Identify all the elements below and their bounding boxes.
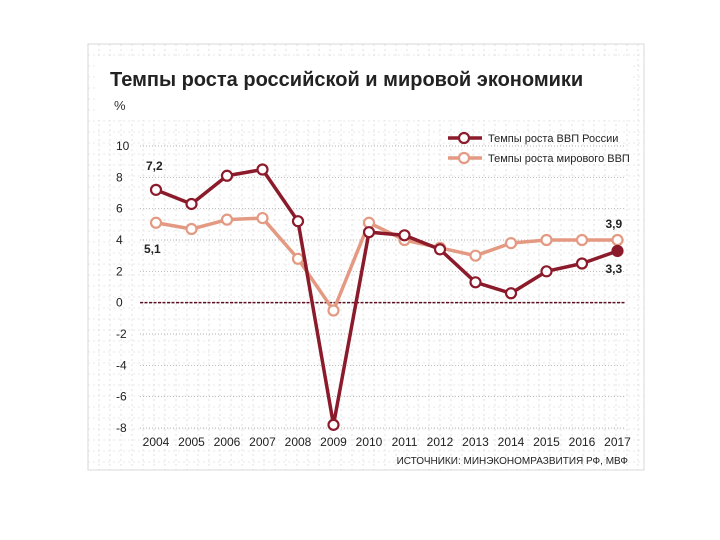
data-point bbox=[575, 233, 589, 247]
x-tick-label: 2013 bbox=[462, 435, 489, 449]
legend-label: Темпы роста ВВП России bbox=[488, 133, 618, 145]
y-tick-label: 8 bbox=[116, 170, 123, 184]
data-point bbox=[149, 216, 163, 229]
legend-swatch-marker bbox=[457, 131, 471, 145]
annotations: 7,2 5,1 3,9 3,3 bbox=[144, 159, 623, 276]
legend-item: Темпы роста мирового ВВП bbox=[448, 151, 630, 165]
data-point bbox=[504, 237, 518, 250]
data-point bbox=[611, 244, 624, 258]
data-point bbox=[504, 287, 518, 300]
x-tick-label: 2005 bbox=[178, 435, 205, 449]
y-tick-label: -8 bbox=[116, 421, 127, 435]
y-tick-label: 4 bbox=[116, 233, 123, 247]
x-tick-label: 2017 bbox=[604, 435, 631, 449]
data-label: 7,2 bbox=[146, 159, 163, 173]
x-tick-label: 2010 bbox=[356, 435, 383, 449]
x-tick-label: 2014 bbox=[498, 435, 525, 449]
x-tick-label: 2012 bbox=[427, 435, 454, 449]
y-tick-label: -2 bbox=[116, 327, 127, 341]
data-point bbox=[469, 276, 482, 289]
data-point bbox=[327, 304, 340, 317]
source-note: ИСТОЧНИКИ: МИНЭКОНОМРАЗВИТИЯ РФ, МВФ bbox=[397, 456, 629, 467]
data-point bbox=[433, 243, 447, 256]
data-point bbox=[540, 265, 553, 278]
y-tick-label: -4 bbox=[116, 358, 127, 372]
x-tick-label: 2009 bbox=[320, 435, 347, 449]
x-axis: 2004 2005 2006 2007 2008 2009 2010 2011 2012 2013… bbox=[143, 435, 632, 449]
legend-item: Темпы роста ВВП России bbox=[448, 131, 618, 145]
x-tick-label: 2011 bbox=[392, 435, 418, 449]
data-point bbox=[327, 418, 340, 431]
data-label: 5,1 bbox=[144, 242, 161, 256]
x-tick-label: 2006 bbox=[214, 435, 241, 449]
data-point bbox=[256, 211, 269, 225]
legend: Темпы роста ВВП России Темпы роста мирово… bbox=[448, 131, 630, 165]
data-point bbox=[185, 197, 198, 211]
data-label: 3,9 bbox=[606, 217, 623, 231]
y-tick-label: 10 bbox=[116, 139, 130, 153]
legend-label: Темпы роста мирового ВВП bbox=[488, 153, 630, 165]
y-tick-label: 6 bbox=[116, 202, 123, 216]
data-point bbox=[611, 233, 624, 247]
series-russia-gdp bbox=[149, 163, 624, 431]
y-axis-label: % bbox=[114, 98, 126, 113]
data-point bbox=[291, 215, 305, 228]
data-point bbox=[185, 222, 198, 236]
data-point bbox=[540, 233, 553, 247]
x-tick-label: 2007 bbox=[249, 435, 276, 449]
data-label: 3,3 bbox=[606, 262, 623, 276]
data-point bbox=[220, 213, 234, 226]
y-tick-label: 0 bbox=[116, 296, 123, 310]
x-tick-label: 2016 bbox=[569, 435, 596, 449]
data-point bbox=[149, 183, 163, 196]
data-point bbox=[469, 249, 482, 262]
data-point bbox=[575, 257, 589, 270]
title-panel bbox=[96, 56, 630, 120]
series-layer bbox=[149, 163, 624, 431]
data-point bbox=[362, 226, 376, 239]
chart-title: Темпы роста российской и мировой экономи… bbox=[110, 69, 583, 91]
data-point bbox=[256, 163, 269, 176]
legend-swatch-marker bbox=[457, 151, 471, 165]
y-tick-label: -6 bbox=[116, 390, 127, 404]
x-tick-label: 2008 bbox=[285, 435, 312, 449]
data-point bbox=[220, 169, 234, 182]
data-point bbox=[398, 229, 411, 242]
x-tick-label: 2004 bbox=[143, 435, 170, 449]
data-point bbox=[291, 252, 305, 265]
x-tick-label: 2015 bbox=[533, 435, 560, 449]
y-tick-label: 2 bbox=[116, 264, 123, 278]
